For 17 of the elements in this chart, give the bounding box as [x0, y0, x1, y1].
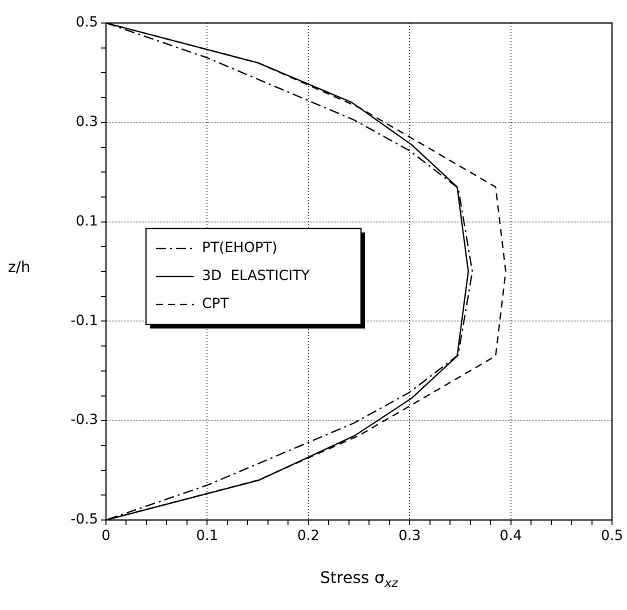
- x-tick-label: 0.5: [600, 528, 624, 544]
- y-tick-label: -0.1: [70, 312, 98, 329]
- x-tick-label: 0.3: [398, 528, 421, 544]
- y-axis-title: z/h: [8, 258, 30, 276]
- y-tick-label: -0.5: [70, 512, 98, 528]
- x-tick-label: 0: [102, 528, 110, 544]
- x-tick-label: 0.4: [500, 528, 522, 544]
- y-tick-label: 0.5: [76, 14, 98, 31]
- legend-label: 3D ELASTICITY: [202, 268, 310, 284]
- y-tick-label: 0.1: [76, 213, 98, 230]
- legend-label: PT(EHOPT): [202, 240, 278, 256]
- x-axis-title: Stress σ$_{xz}$: [319, 568, 400, 590]
- x-tick-label: 0.1: [196, 528, 218, 544]
- y-tick-label: -0.3: [70, 412, 98, 428]
- x-tick-label: 0.2: [297, 528, 320, 544]
- y-tick-label: 0.3: [76, 114, 98, 130]
- legend-label: CPT: [202, 296, 230, 312]
